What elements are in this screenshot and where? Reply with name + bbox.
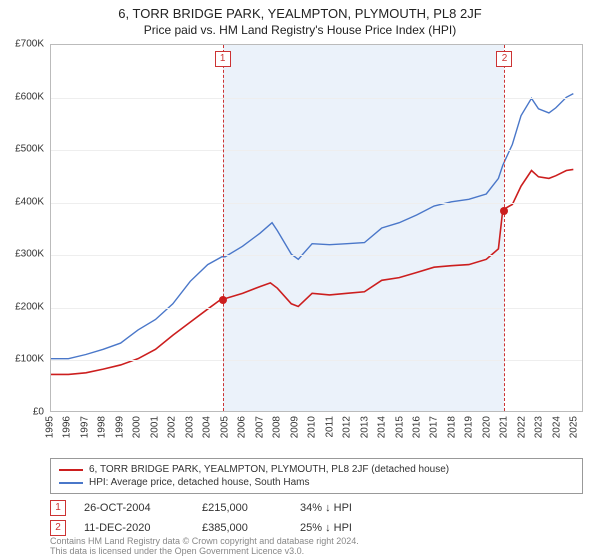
x-tick-label: 2021 <box>499 416 510 438</box>
x-tick-label: 2014 <box>377 416 388 438</box>
sales-table: 1 26-OCT-2004 £215,000 34% ↓ HPI 2 11-DEC-202… <box>50 498 583 538</box>
gridline <box>51 360 582 361</box>
line-canvas <box>51 45 582 411</box>
x-tick-label: 1999 <box>114 416 125 438</box>
x-axis: 1995199619971998199920002001200220032004… <box>50 414 583 454</box>
x-tick-label: 2017 <box>429 416 440 438</box>
sale-marker-badge: 1 <box>215 51 231 67</box>
sale-diff: 25% ↓ HPI <box>300 522 390 534</box>
x-tick-label: 2012 <box>342 416 353 438</box>
sale-row: 1 26-OCT-2004 £215,000 34% ↓ HPI <box>50 498 583 518</box>
gridline <box>51 203 582 204</box>
y-axis: £0£100K£200K£300K£400K£500K£600K£700K <box>0 44 48 412</box>
x-tick-label: 2000 <box>132 416 143 438</box>
chart-title: 6, TORR BRIDGE PARK, YEALMPTON, PLYMOUTH… <box>0 0 600 21</box>
y-tick-label: £100K <box>15 354 44 365</box>
y-tick-label: £200K <box>15 301 44 312</box>
footer-attribution: Contains HM Land Registry data © Crown c… <box>50 537 583 557</box>
x-tick-label: 2013 <box>359 416 370 438</box>
plot-area: 12 <box>50 44 583 412</box>
x-tick-label: 2002 <box>167 416 178 438</box>
x-tick-label: 2005 <box>219 416 230 438</box>
x-tick-label: 2009 <box>289 416 300 438</box>
x-tick-label: 2003 <box>184 416 195 438</box>
legend-label: HPI: Average price, detached house, Sout… <box>89 477 310 488</box>
x-tick-label: 2025 <box>569 416 580 438</box>
x-tick-label: 1995 <box>45 416 56 438</box>
x-tick-label: 2006 <box>237 416 248 438</box>
sale-price: £215,000 <box>202 502 282 514</box>
gridline <box>51 98 582 99</box>
sale-price: £385,000 <box>202 522 282 534</box>
sale-diff: 34% ↓ HPI <box>300 502 390 514</box>
legend: 6, TORR BRIDGE PARK, YEALMPTON, PLYMOUTH… <box>50 458 583 494</box>
sale-row: 2 11-DEC-2020 £385,000 25% ↓ HPI <box>50 518 583 538</box>
legend-item: 6, TORR BRIDGE PARK, YEALMPTON, PLYMOUTH… <box>59 463 574 476</box>
sale-row-badge: 1 <box>50 500 66 516</box>
x-tick-label: 2023 <box>534 416 545 438</box>
gridline <box>51 308 582 309</box>
x-tick-label: 1996 <box>62 416 73 438</box>
legend-label: 6, TORR BRIDGE PARK, YEALMPTON, PLYMOUTH… <box>89 464 449 475</box>
x-tick-label: 2018 <box>446 416 457 438</box>
x-tick-label: 2015 <box>394 416 405 438</box>
x-tick-label: 2010 <box>307 416 318 438</box>
sale-date: 26-OCT-2004 <box>84 502 184 514</box>
x-tick-label: 2024 <box>551 416 562 438</box>
x-tick-label: 2007 <box>254 416 265 438</box>
chart-container: 6, TORR BRIDGE PARK, YEALMPTON, PLYMOUTH… <box>0 0 600 560</box>
sale-row-badge: 2 <box>50 520 66 536</box>
series-price_paid <box>51 169 573 374</box>
x-tick-label: 2019 <box>464 416 475 438</box>
sale-marker-line <box>223 45 224 411</box>
x-tick-label: 2020 <box>481 416 492 438</box>
gridline <box>51 150 582 151</box>
sale-date: 11-DEC-2020 <box>84 522 184 534</box>
plot-frame: 12 <box>50 44 583 412</box>
x-tick-label: 2011 <box>324 416 335 438</box>
sale-marker-badge: 2 <box>496 51 512 67</box>
sale-marker-dot <box>219 296 227 304</box>
x-tick-label: 2004 <box>202 416 213 438</box>
y-tick-label: £500K <box>15 144 44 155</box>
sale-marker-line <box>504 45 505 411</box>
legend-swatch <box>59 482 83 484</box>
series-hpi <box>51 94 573 359</box>
legend-item: HPI: Average price, detached house, Sout… <box>59 476 574 489</box>
sale-marker-dot <box>500 207 508 215</box>
x-tick-label: 2016 <box>411 416 422 438</box>
footer-line-2: This data is licensed under the Open Gov… <box>50 547 583 557</box>
gridline <box>51 255 582 256</box>
x-tick-label: 2001 <box>149 416 160 438</box>
x-tick-label: 1997 <box>79 416 90 438</box>
y-tick-label: £600K <box>15 91 44 102</box>
legend-swatch <box>59 469 83 471</box>
x-tick-label: 1998 <box>97 416 108 438</box>
x-tick-label: 2008 <box>272 416 283 438</box>
chart-subtitle: Price paid vs. HM Land Registry's House … <box>0 21 600 41</box>
y-tick-label: £400K <box>15 196 44 207</box>
y-tick-label: £300K <box>15 249 44 260</box>
y-tick-label: £700K <box>15 39 44 50</box>
x-tick-label: 2022 <box>516 416 527 438</box>
y-tick-label: £0 <box>33 407 44 418</box>
